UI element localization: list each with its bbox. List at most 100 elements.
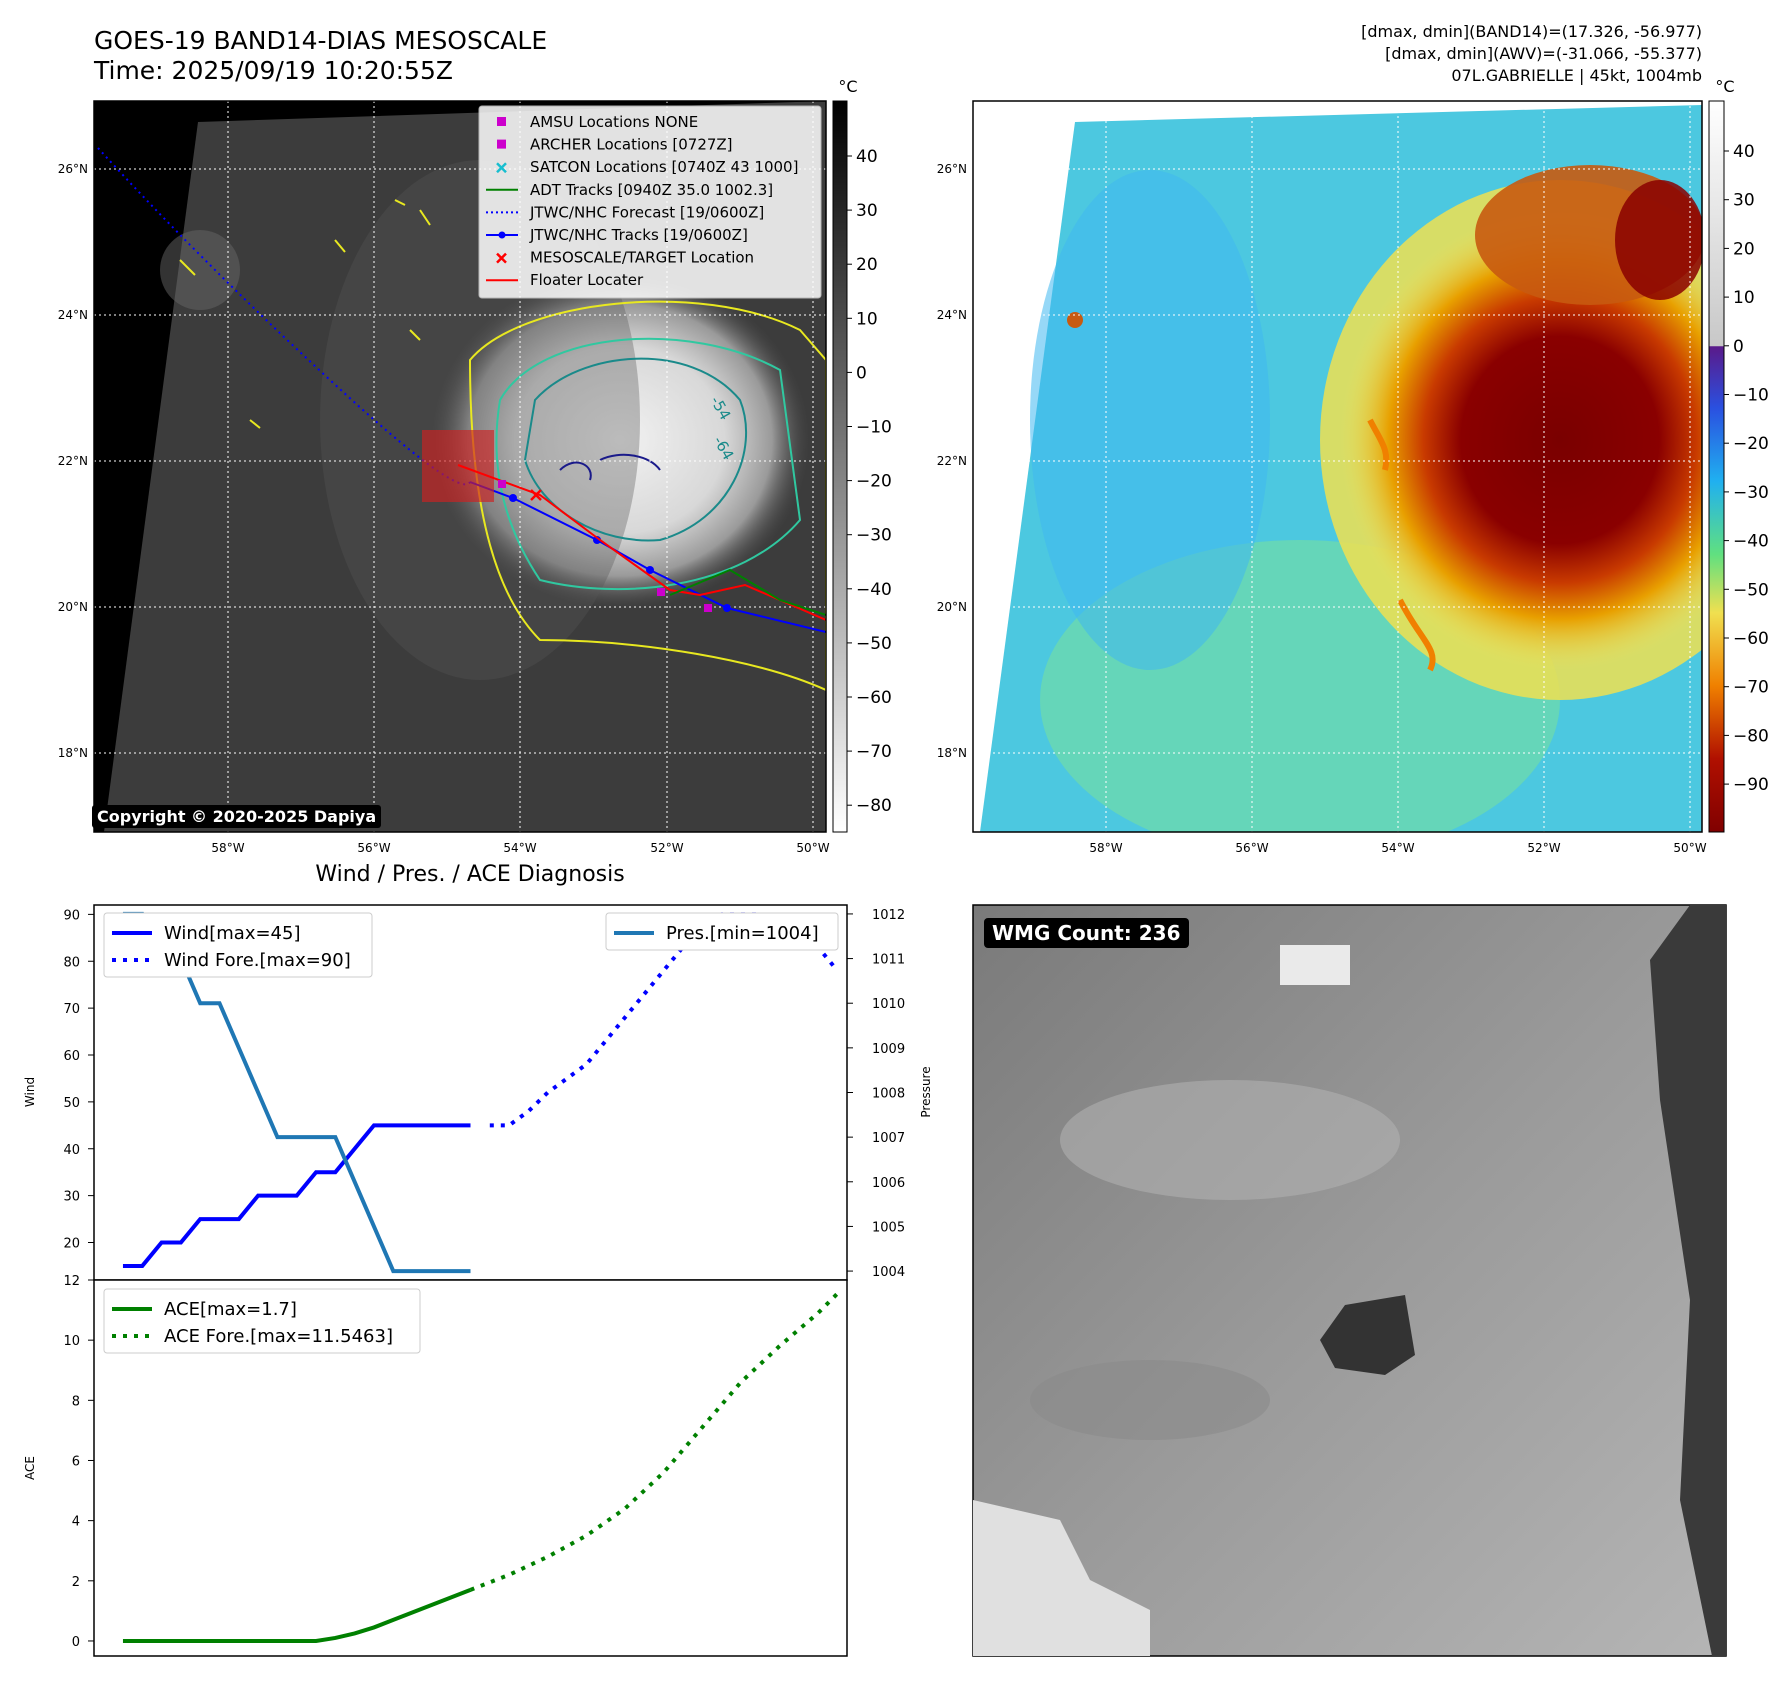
colorbar-tick: −60 <box>1733 629 1769 649</box>
y-tick-label: 80 <box>63 955 80 970</box>
awv-map <box>973 101 1702 832</box>
chart-axis-right: 1004 1005 1006 1007 1008 1009 1010 1011 1012 <box>847 908 905 1280</box>
chart-legend-label: Wind[max=45] <box>164 923 301 944</box>
colorbar-tick: −10 <box>1733 386 1769 406</box>
colorbar-tick: 40 <box>856 147 878 167</box>
legend-item: SATCON Locations [0740Z 43 1000] <box>496 158 798 176</box>
legend-label: ARCHER Locations [0727Z] <box>530 136 733 154</box>
lat-label: 26°N <box>58 162 88 176</box>
legend-label: Floater Locater <box>530 271 644 289</box>
colorbar-tick: 0 <box>856 363 867 383</box>
lon-label: 54°W <box>1381 841 1414 855</box>
lat-label: 20°N <box>58 600 88 614</box>
y-tick-label: 1007 <box>872 1131 905 1146</box>
y-tick-label: 50 <box>63 1096 80 1111</box>
map-title: GOES-19 BAND14-DIAS MESOSCALE <box>94 26 548 55</box>
y-tick-label: 1012 <box>872 908 905 923</box>
chart-axis-left: 20 30 40 50 60 70 80 90 <box>63 908 94 1252</box>
colorbar-tick: 40 <box>1733 142 1755 162</box>
pressure-axis-label: Pressure <box>919 1066 933 1117</box>
y-tick-label: 10 <box>63 1334 80 1349</box>
legend-item: ARCHER Locations [0727Z] <box>497 136 733 154</box>
colorbar-tick: 20 <box>856 255 878 275</box>
lon-label: 56°W <box>357 841 390 855</box>
lat-label: 22°N <box>937 454 967 468</box>
map-time: Time: 2025/09/19 10:20:55Z <box>94 56 453 85</box>
colorbar-unit: °C <box>838 77 857 96</box>
lon-label: 56°W <box>1235 841 1268 855</box>
legend-item: Floater Locater <box>486 271 644 289</box>
colorbar-tick: 10 <box>856 309 878 329</box>
lat-label: 20°N <box>937 600 967 614</box>
y-tick-label: 1009 <box>872 1042 905 1057</box>
legend-item: AMSU Locations NONE <box>497 113 698 131</box>
ace-axis-label: ACE <box>23 1456 37 1480</box>
map-legend: AMSU Locations NONE ARCHER Locations [072… <box>478 105 822 299</box>
colorbar-tick: 20 <box>1733 239 1755 259</box>
series-line <box>469 1292 839 1592</box>
colorbar-tick: −70 <box>856 742 892 762</box>
y-tick-label: 8 <box>72 1394 80 1409</box>
legend-item: ADT Tracks [0940Z 35.0 1002.3] <box>486 181 773 199</box>
lon-label: 50°W <box>1673 841 1706 855</box>
chart-legend: Wind[max=45] Wind Fore.[max=90] <box>103 912 373 978</box>
lon-label: 52°W <box>1527 841 1560 855</box>
legend-item: JTWC/NHC Forecast [19/0600Z] <box>486 203 764 221</box>
legend-label: JTWC/NHC Forecast [19/0600Z] <box>529 203 764 221</box>
wind-axis-label: Wind <box>23 1077 37 1107</box>
wmg-count-badge: WMG Count: 236 <box>984 918 1189 948</box>
chart-axis-left: 0 2 4 6 8 10 12 <box>63 1274 94 1650</box>
y-tick-label: 1011 <box>872 953 905 968</box>
lat-label: 22°N <box>58 454 88 468</box>
awv-colorbar <box>1708 100 1725 833</box>
legend-label: AMSU Locations NONE <box>530 113 698 131</box>
y-tick-label: 0 <box>72 1635 80 1650</box>
band14-colorbar <box>832 100 848 833</box>
colorbar-tick: −40 <box>856 580 892 600</box>
colorbar-tick: −90 <box>1733 775 1769 795</box>
colorbar-tick: −50 <box>856 634 892 654</box>
y-tick-label: 60 <box>63 1049 80 1064</box>
lat-label: 24°N <box>58 308 88 322</box>
chart-legend-label: ACE Fore.[max=11.5463] <box>164 1326 393 1347</box>
y-tick-label: 1006 <box>872 1176 905 1191</box>
info-storm: 07L.GABRIELLE | 45kt, 1004mb <box>1451 66 1702 85</box>
lon-label: 58°W <box>1089 841 1122 855</box>
chart-legend: Pres.[min=1004] <box>605 912 839 951</box>
y-tick-label: 4 <box>72 1515 80 1530</box>
legend-label: JTWC/NHC Tracks [19/0600Z] <box>529 226 748 244</box>
map2-gridlines <box>973 101 1702 832</box>
lon-label: 58°W <box>211 841 244 855</box>
colorbar-tick: −20 <box>1733 434 1769 454</box>
lon-label: 54°W <box>503 841 536 855</box>
chart-legend: ACE[max=1.7] ACE Fore.[max=11.5463] <box>103 1288 421 1354</box>
legend-label: ADT Tracks [0940Z 35.0 1002.3] <box>530 181 773 199</box>
chart-legend-label: ACE[max=1.7] <box>164 1299 297 1320</box>
y-tick-label: 12 <box>63 1274 80 1289</box>
colorbar-tick: −80 <box>856 796 892 816</box>
lat-label: 24°N <box>937 308 967 322</box>
lat-label: 26°N <box>937 162 967 176</box>
y-tick-label: 1004 <box>872 1265 905 1280</box>
diagnosis-title: Wind / Pres. / ACE Diagnosis <box>315 862 625 887</box>
y-tick-label: 2 <box>72 1575 80 1590</box>
colorbar-tick: −30 <box>856 526 892 546</box>
legend-label: SATCON Locations [0740Z 43 1000] <box>530 158 798 176</box>
colorbar-tick: 30 <box>1733 191 1755 211</box>
info-band14: [dmax, dmin](BAND14)=(17.326, -56.977) <box>1361 22 1702 41</box>
colorbar-tick: 0 <box>1733 337 1744 357</box>
y-tick-label: 1008 <box>872 1087 905 1102</box>
colorbar-tick: −60 <box>856 688 892 708</box>
y-tick-label: 30 <box>63 1190 80 1205</box>
y-tick-label: 1010 <box>872 997 905 1012</box>
colorbar-tick: 10 <box>1733 288 1755 308</box>
colorbar-unit: °C <box>1715 77 1734 96</box>
best-track <box>469 481 826 633</box>
colorbar-tick: −10 <box>856 418 892 438</box>
chart-legend-label: Wind Fore.[max=90] <box>164 950 351 971</box>
legend-label: MESOSCALE/TARGET Location <box>530 249 754 267</box>
colorbar-tick: −30 <box>1733 483 1769 503</box>
colorbar-tick: 30 <box>856 201 878 221</box>
colorbar-tick: −70 <box>1733 678 1769 698</box>
